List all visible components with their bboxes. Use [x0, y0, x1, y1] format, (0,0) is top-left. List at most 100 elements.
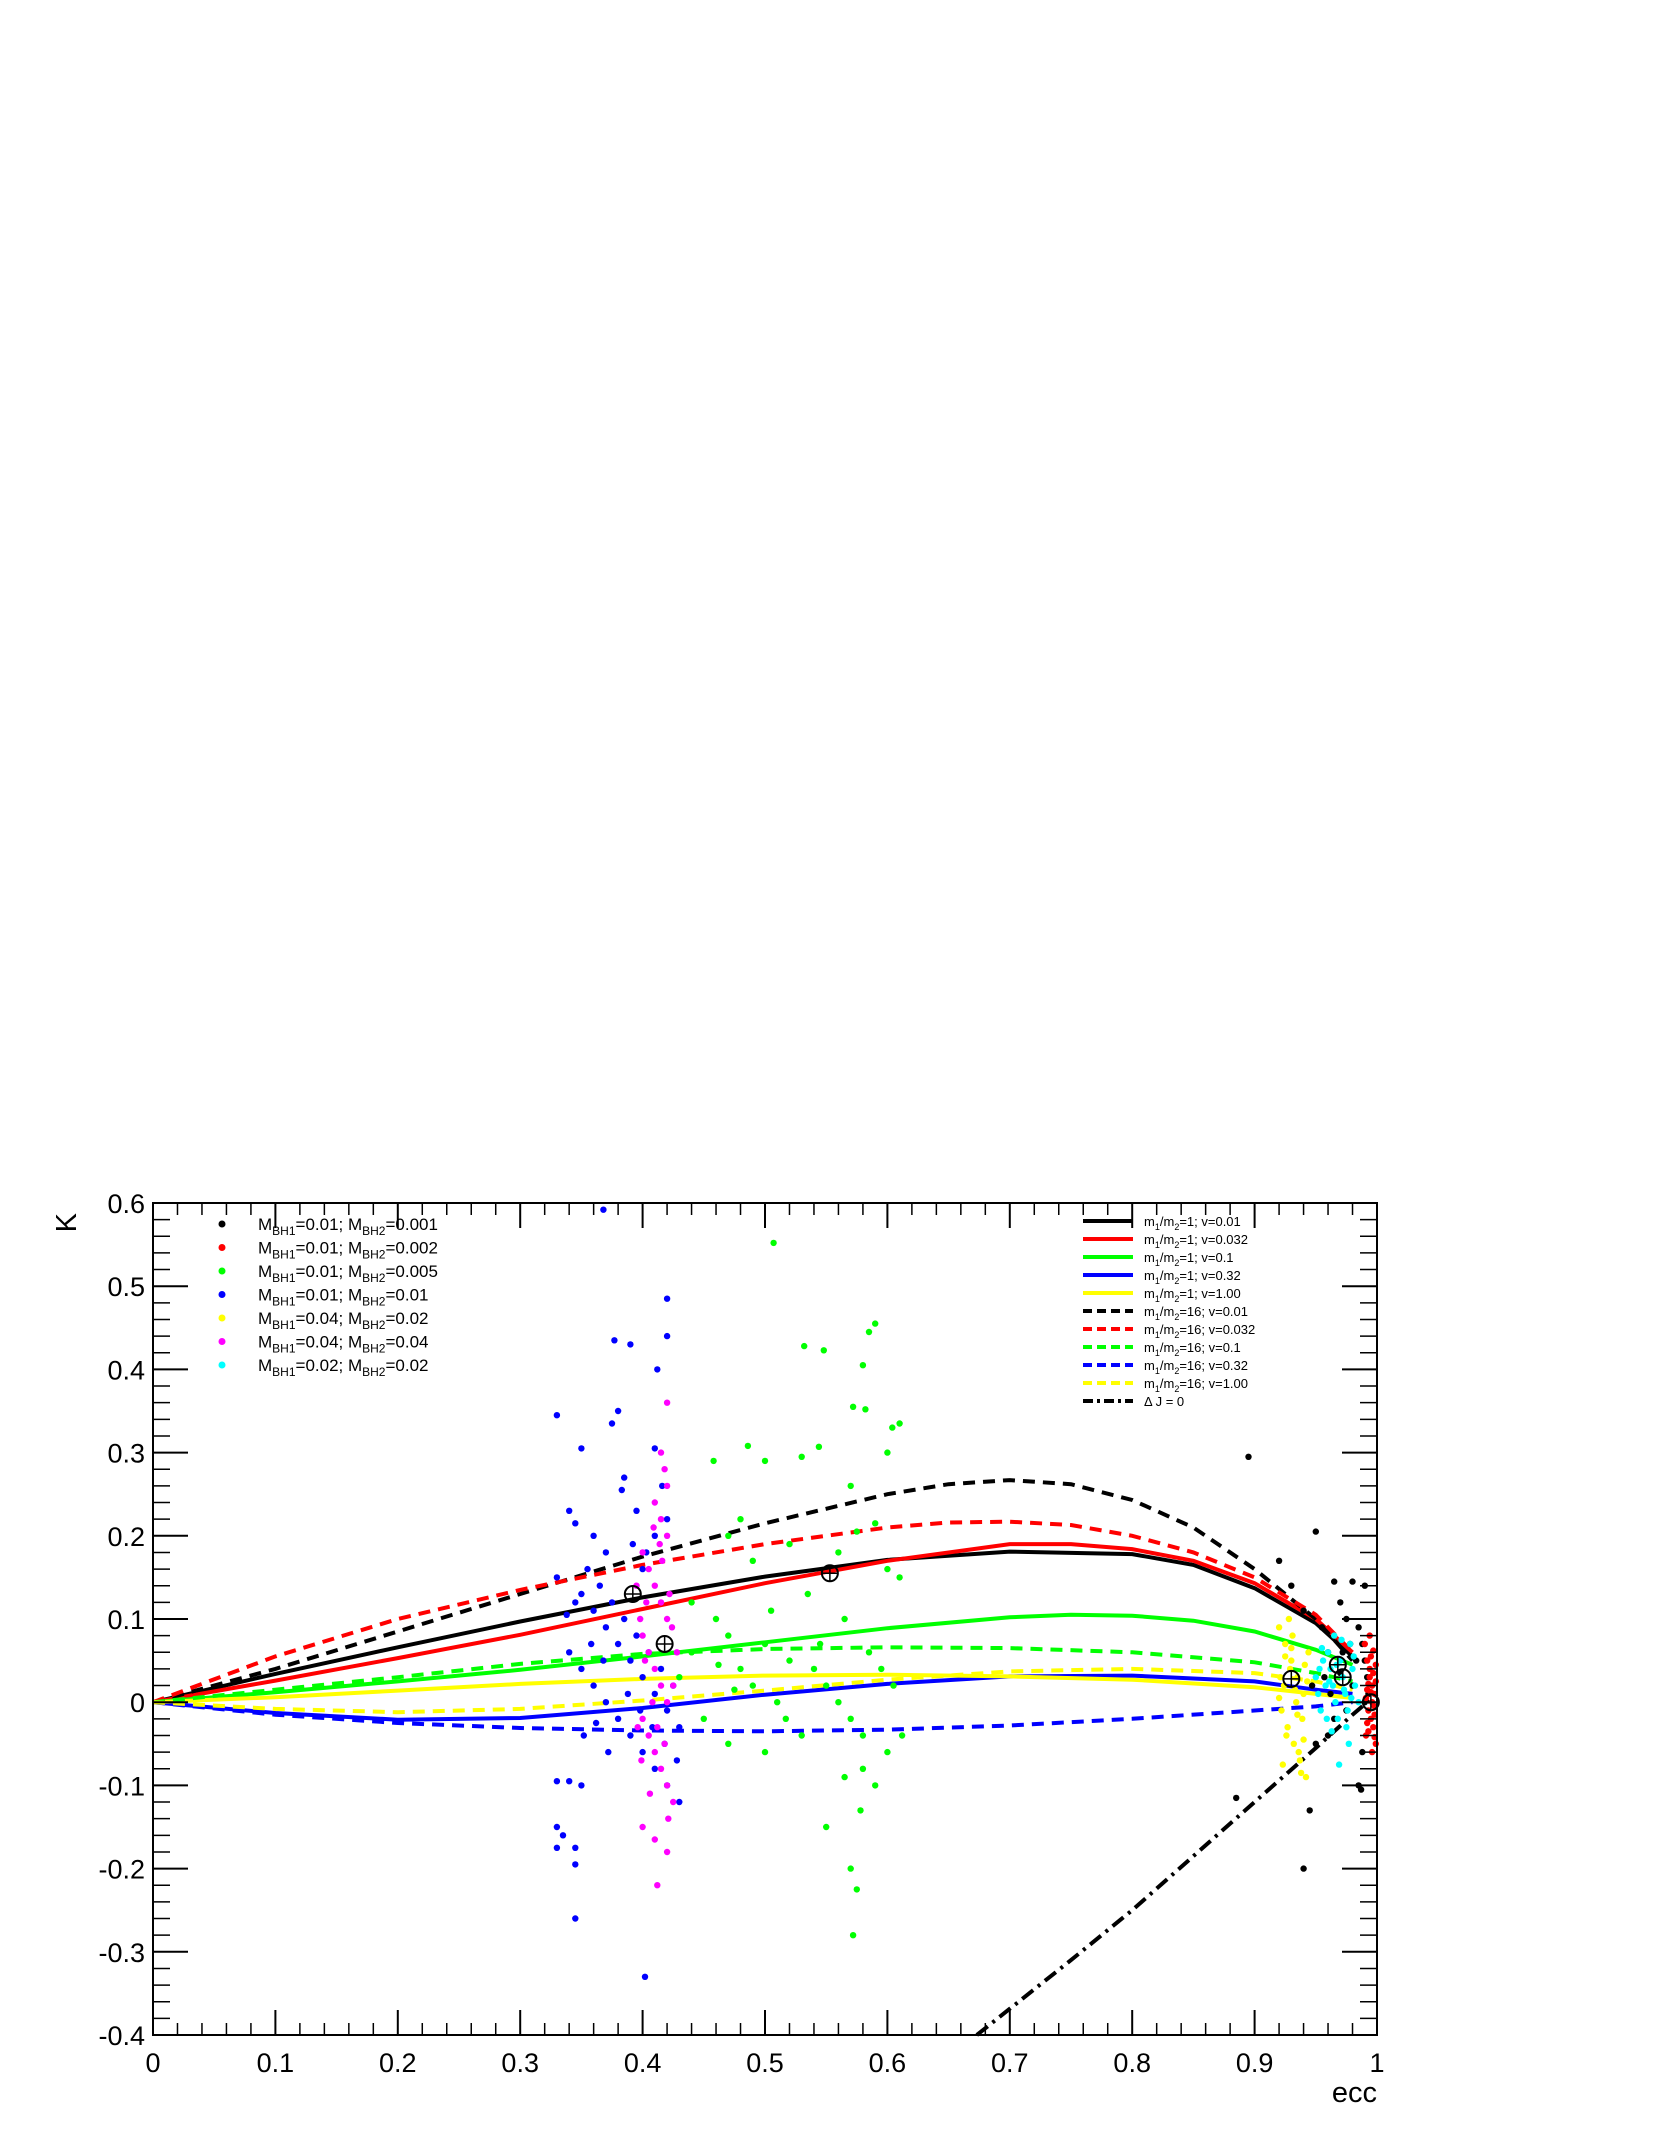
- scatter-point-s4: [657, 1665, 665, 1673]
- scatter-point-s3: [884, 1748, 891, 1756]
- scatter-point-s6: [670, 1682, 677, 1689]
- scatter-point-s4: [676, 1798, 683, 1806]
- y-tick-label: 0.1: [107, 1605, 145, 1635]
- scatter-point-s6: [651, 1499, 658, 1506]
- scatter-point-s1: [1288, 1582, 1295, 1589]
- scatter-point-s3: [841, 1615, 848, 1623]
- scatter-point-s5: [1288, 1644, 1295, 1652]
- scatter-point-s4: [663, 1707, 671, 1714]
- y-tick-label: 0.3: [107, 1439, 145, 1469]
- scatter-point-s6: [663, 1699, 671, 1706]
- circle-cross-marker: [820, 1564, 839, 1583]
- scatter-point-s6: [673, 1649, 681, 1656]
- scatter-point-s5: [1291, 1686, 1299, 1693]
- scatter-point-s5: [1296, 1757, 1304, 1764]
- circle-cross-marker: [623, 1585, 642, 1604]
- scatter-point-s3: [786, 1540, 793, 1548]
- scatter-point-s4: [566, 1778, 573, 1785]
- scatter-point-s6: [657, 1449, 665, 1456]
- scatter-point-s4: [592, 1719, 600, 1727]
- scatter-point-s2: [1370, 1724, 1377, 1731]
- scatter-point-s3: [896, 1574, 903, 1581]
- scatter-point-s4: [633, 1632, 640, 1639]
- scatter-point-s4: [602, 1624, 610, 1631]
- scatter-point-s4: [590, 1682, 597, 1689]
- scatter-point-s3: [767, 1607, 775, 1614]
- scatter-point-s5: [1293, 1699, 1300, 1706]
- scatter-point-s4: [572, 1844, 579, 1852]
- scatter-point-s3: [688, 1599, 695, 1606]
- scatter-point-s3: [761, 1457, 769, 1465]
- legend-point-label: MBH1=0.02; MBH2=0.02: [258, 1356, 429, 1379]
- legend-curve-label: m1/m2=1; v=0.032: [1144, 1232, 1248, 1250]
- scatter-point-s3: [884, 1565, 891, 1573]
- scatter-point-s4: [608, 1599, 616, 1606]
- scatter-point-s6: [661, 1740, 668, 1748]
- scatter-point-s3: [712, 1615, 720, 1623]
- y-tick-label: 0.6: [107, 1189, 145, 1219]
- scatter-point-s3: [862, 1406, 869, 1413]
- scatter-point-s3: [847, 1482, 854, 1490]
- scatter-point-s4: [637, 1707, 644, 1714]
- scatter-point-s1: [1308, 1682, 1316, 1689]
- scatter-point-s6: [654, 1724, 661, 1731]
- scatter-point-s6: [639, 1549, 646, 1556]
- scatter-point-s3: [857, 1807, 864, 1814]
- scatter-point-s3: [865, 1649, 873, 1656]
- scatter-point-s3: [725, 1532, 732, 1540]
- scatter-point-s4: [649, 1724, 656, 1731]
- scatter-point-s3: [782, 1715, 789, 1723]
- scatter-point-s6: [641, 1657, 649, 1664]
- scatter-point-s4: [572, 1599, 579, 1606]
- scatter-point-s2: [1366, 1674, 1373, 1681]
- scatter-point-s5: [1284, 1724, 1291, 1731]
- legend-point-label: MBH1=0.01; MBH2=0.01: [258, 1286, 429, 1309]
- scatter-point-s3: [804, 1590, 811, 1598]
- scatter-point-s4: [651, 1690, 658, 1698]
- scatter-point-s7: [1322, 1682, 1329, 1689]
- scatter-point-s3: [725, 1740, 732, 1748]
- scatter-point-s6: [643, 1599, 650, 1606]
- legend-curve-label: m1/m2=16; v=1.00: [1144, 1376, 1248, 1394]
- scatter-point-s6: [651, 1836, 658, 1843]
- scatter-point-s4: [553, 1574, 561, 1581]
- scatter-point-s6: [659, 1557, 666, 1565]
- scatter-point-s6: [663, 1782, 671, 1789]
- scatter-point-s6: [663, 1399, 671, 1406]
- scatter-point-s3: [737, 1516, 744, 1523]
- legend-curve-label: m1/m2=16; v=0.01: [1144, 1304, 1248, 1322]
- x-tick-label: 0.8: [1113, 2048, 1151, 2078]
- legend-point-marker: [218, 1220, 226, 1228]
- scatter-point-s7: [1332, 1699, 1339, 1706]
- y-tick-label: -0.1: [98, 1771, 145, 1801]
- scatter-point-s6: [650, 1524, 657, 1531]
- scatter-point-s4: [608, 1420, 616, 1427]
- curve-line-6: [152, 1478, 1354, 1705]
- scatter-point-s6: [657, 1765, 665, 1773]
- scatter-point-s3: [890, 1682, 897, 1689]
- scatter-point-s7: [1349, 1665, 1356, 1673]
- scatter-point-s5: [1289, 1632, 1296, 1639]
- scatter-point-s3: [853, 1886, 860, 1893]
- scatter-point-s6: [651, 1665, 658, 1673]
- scatter-point-s3: [849, 1403, 857, 1411]
- scatter-point-s6: [646, 1790, 654, 1797]
- scatter-point-s5: [1282, 1653, 1289, 1660]
- x-tick-label: 0.3: [501, 2048, 539, 2078]
- scatter-point-s6: [663, 1532, 671, 1540]
- scatter-point-s3: [744, 1442, 752, 1450]
- x-tick-label: 0.6: [869, 2048, 907, 2078]
- x-axis-title: ecc: [1332, 2077, 1377, 2109]
- circle-cross-marker: [1333, 1668, 1352, 1687]
- curve-line-5: [152, 1672, 1353, 1705]
- scatter-point-s5: [1279, 1761, 1287, 1768]
- legend-point-marker: [218, 1338, 226, 1345]
- circle-cross-marker: [655, 1634, 674, 1653]
- scatter-point-s4: [600, 1206, 607, 1213]
- scatter-point-s4: [639, 1748, 646, 1756]
- scatter-point-s1: [1275, 1557, 1283, 1565]
- scatter-point-s7: [1315, 1690, 1322, 1698]
- scatter-point-s4: [663, 1332, 671, 1340]
- legend-curve-label: m1/m2=16; v=0.1: [1144, 1340, 1241, 1358]
